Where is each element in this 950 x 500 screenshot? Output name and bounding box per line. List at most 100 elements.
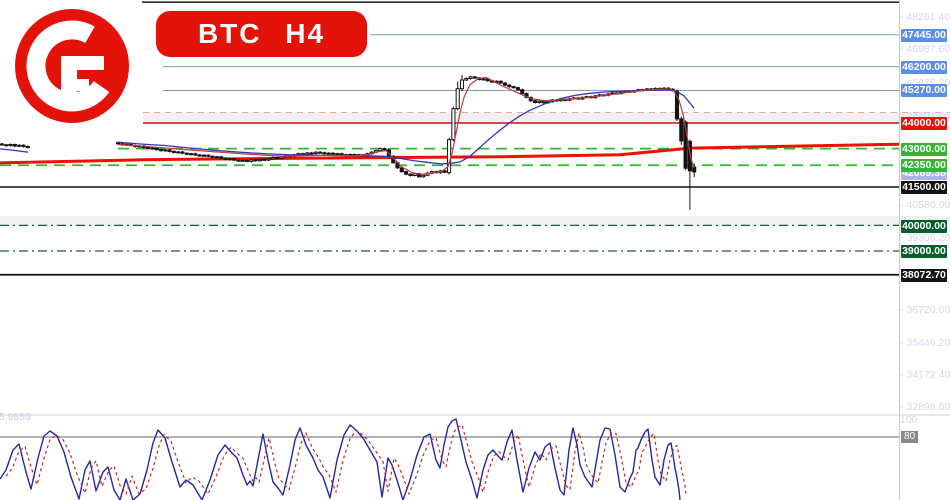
- candle-body: [210, 155, 215, 158]
- candle-body: [17, 144, 22, 147]
- candle-body: [399, 167, 404, 173]
- zone-band: [143, 112, 950, 123]
- candle-body: [279, 156, 284, 159]
- broker-logo-icon: [15, 9, 129, 123]
- candle-body: [692, 166, 697, 173]
- candle-body: [318, 151, 323, 154]
- candle-body: [154, 147, 159, 151]
- candle-body: [421, 174, 426, 178]
- candle-body: [309, 152, 314, 155]
- candle-body: [232, 158, 237, 161]
- candle-body: [455, 88, 460, 110]
- symbol-timeframe-badge: BTC H4: [156, 11, 367, 57]
- candle-body: [167, 149, 172, 152]
- candle-body: [326, 152, 331, 155]
- candle-body: [275, 157, 280, 160]
- candle-body: [253, 159, 258, 162]
- ma-blue: [117, 89, 695, 165]
- candle-body: [515, 87, 520, 91]
- candle-body: [146, 147, 151, 150]
- candle-body: [322, 152, 327, 155]
- candle-body: [502, 82, 508, 86]
- candle-body: [378, 148, 383, 152]
- candle-body: [335, 153, 340, 156]
- candle-body: [687, 140, 692, 172]
- price-axis-badge: 39000.00: [901, 244, 947, 258]
- ma-blue-left: [0, 148, 29, 153]
- symbol-timeframe-label: BTC H4: [197, 18, 326, 49]
- candle-body: [150, 147, 155, 150]
- price-axis-border: [899, 0, 900, 500]
- candle-body: [163, 149, 168, 152]
- candle-body: [481, 78, 486, 81]
- candle-body: [4, 144, 9, 147]
- candle-body: [21, 144, 26, 148]
- candle-body: [459, 79, 465, 90]
- oscillator-80-badge: 80: [901, 431, 918, 443]
- oscillator-d-line: [5, 424, 687, 495]
- candle-body: [12, 144, 17, 147]
- candle-body: [227, 158, 232, 161]
- oscillator-k-line: [0, 418, 681, 500]
- candle-body: [472, 76, 477, 79]
- price-axis-badge: 42350.00: [901, 158, 947, 172]
- axis-faint-tick-label: 100: [900, 414, 918, 426]
- candle-body: [189, 153, 194, 156]
- broker-logo: [10, 0, 142, 130]
- candle-body: [176, 151, 181, 154]
- price-axis-badge: 47445.00: [901, 28, 947, 42]
- candle-body: [679, 118, 684, 142]
- axis-faint-tick-label: - 32898.60: [900, 401, 950, 413]
- axis-faint-tick-label: - 46987.60: [900, 43, 950, 55]
- price-axis-badge: 40000.00: [901, 219, 947, 233]
- candle-body: [537, 100, 542, 104]
- candle-body: [541, 100, 546, 104]
- candle-body: [180, 151, 185, 154]
- candle-body: [382, 148, 387, 151]
- candle-body: [193, 153, 198, 156]
- candle-body: [236, 159, 241, 162]
- candle-body: [442, 170, 447, 173]
- candle-body: [223, 157, 228, 160]
- candle-body: [8, 144, 13, 147]
- axis-faint-tick-label: - 48261.40: [900, 11, 950, 23]
- axis-faint-tick-label: - 40580.00: [900, 199, 950, 211]
- price-axis-badge: 44000.00: [901, 116, 947, 130]
- candle-body: [339, 153, 344, 156]
- candle-body: [158, 149, 164, 152]
- axis-faint-tick-label: - 34172.40: [900, 369, 950, 381]
- candle-body: [305, 152, 310, 155]
- candle-body: [0, 143, 5, 146]
- candle-body: [330, 152, 336, 155]
- candle-body: [206, 154, 211, 157]
- ma-red: [117, 76, 695, 176]
- candle-body: [468, 76, 473, 79]
- candle-body: [412, 173, 417, 176]
- candle-body: [266, 158, 271, 161]
- candle-body: [507, 84, 512, 88]
- candle-body: [464, 77, 469, 81]
- candle-body: [533, 100, 538, 104]
- candle-body: [451, 108, 456, 141]
- price-axis-badge: 38072.70: [901, 268, 947, 282]
- candle-body: [404, 171, 409, 175]
- candle-body: [201, 154, 207, 157]
- price-axis-badge: 41500.00: [901, 180, 947, 194]
- candle-body: [257, 158, 262, 162]
- oscillator-value-label: 25.9859: [0, 411, 31, 423]
- candle-body: [249, 159, 254, 162]
- axis-faint-tick-label: - 36720.00: [900, 304, 950, 316]
- axis-faint-tick-label: - 35446.20: [900, 337, 950, 349]
- candle-body: [184, 152, 189, 155]
- candle-body: [25, 146, 30, 149]
- candle-body: [262, 158, 267, 161]
- candle-body: [244, 159, 250, 162]
- candle-body: [408, 173, 413, 176]
- candle-body: [447, 139, 452, 174]
- candle-body: [219, 156, 224, 159]
- axis-faint-tick-label: - 39306.20: [900, 232, 950, 244]
- price-axis-badge: 45270.00: [901, 83, 947, 97]
- candle-body: [197, 154, 202, 157]
